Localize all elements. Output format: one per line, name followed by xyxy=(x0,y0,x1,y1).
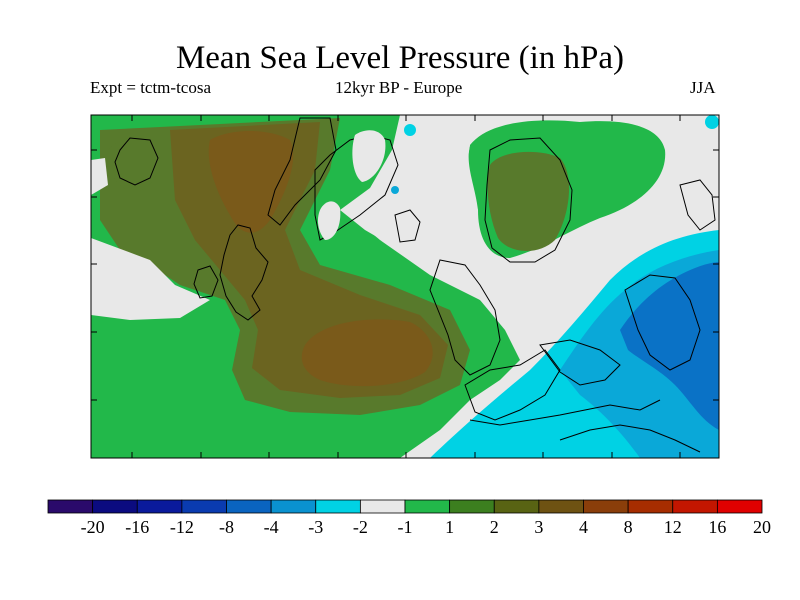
coast-iberia-italy xyxy=(464,349,561,421)
legend-swatch xyxy=(672,499,718,514)
experiment-label: Expt = tctm-tcosa xyxy=(90,78,212,97)
legend-tick-label: 8 xyxy=(623,517,633,537)
legend-tick-label: -12 xyxy=(169,517,194,537)
cyan-spot-2 xyxy=(705,115,719,129)
legend-tick-label: -20 xyxy=(80,517,105,537)
cyan-spot-3 xyxy=(391,186,399,194)
olive-patch-scandinavia xyxy=(487,151,570,252)
coast-south-mediterranean xyxy=(469,399,661,426)
season-label: JJA xyxy=(690,78,716,97)
coast-mediterranean-east xyxy=(539,339,621,386)
legend-swatch xyxy=(92,499,138,514)
legend-tick-label: 1 xyxy=(445,517,455,537)
neutral-patch-upper-left xyxy=(91,158,108,195)
dark-core-north xyxy=(208,131,294,233)
white-island-1 xyxy=(317,201,341,240)
coast-norway-sweden xyxy=(314,134,399,241)
legend-tick-label: 3 xyxy=(534,517,544,537)
legend-swatch xyxy=(493,499,540,514)
coast-turkey-caspian xyxy=(624,274,701,371)
legend-tick-label: 16 xyxy=(708,517,727,537)
legend-tick-label: -4 xyxy=(263,517,279,537)
legend-tick-label: 4 xyxy=(579,517,588,537)
map-title: Mean Sea Level Pressure (in hPa) xyxy=(175,40,625,76)
coast-scandinavia xyxy=(267,117,337,226)
map-frame xyxy=(90,114,720,459)
coast-east-siberia xyxy=(679,179,716,231)
legend-swatch xyxy=(449,499,495,514)
legend-swatch xyxy=(47,499,94,514)
coast-ireland xyxy=(193,265,219,299)
legend-swatch xyxy=(404,499,451,514)
legend-tick-label: -3 xyxy=(308,517,324,537)
legend-swatch xyxy=(315,499,361,514)
white-island-2 xyxy=(352,130,386,182)
coast-russia-north xyxy=(484,137,573,263)
legend-tick-label: -2 xyxy=(352,517,368,537)
legend-swatch xyxy=(359,499,406,514)
legend-tick-label: 12 xyxy=(663,517,682,537)
coast-finland xyxy=(394,209,421,243)
legend-swatch xyxy=(627,499,674,514)
coast-britain xyxy=(219,224,269,321)
legend-tick-label: 20 xyxy=(753,517,771,537)
frame-ticks xyxy=(91,115,719,458)
legend-swatch xyxy=(270,499,317,514)
legend-swatch xyxy=(583,499,629,514)
legend-swatch xyxy=(716,499,763,514)
legend-swatch xyxy=(136,499,183,514)
cyan-spot-1 xyxy=(404,124,416,136)
legend-tick-label: -8 xyxy=(219,517,234,537)
dark-core-south xyxy=(301,319,433,387)
period-label: 12kyr BP - Europe xyxy=(335,78,463,97)
legend-swatch xyxy=(181,499,227,514)
coast-europe-mainland xyxy=(429,259,501,376)
legend-swatch xyxy=(226,499,272,514)
legend-tick-label: 2 xyxy=(489,517,499,537)
coast-africa xyxy=(559,424,701,453)
legend-swatch xyxy=(538,499,584,514)
blue-region xyxy=(620,262,719,430)
coast-greenland-iceland xyxy=(114,137,159,186)
legend-tick-label: -16 xyxy=(125,517,150,537)
neutral-patch-left xyxy=(91,238,210,320)
legend-tick-label: -1 xyxy=(397,517,413,537)
